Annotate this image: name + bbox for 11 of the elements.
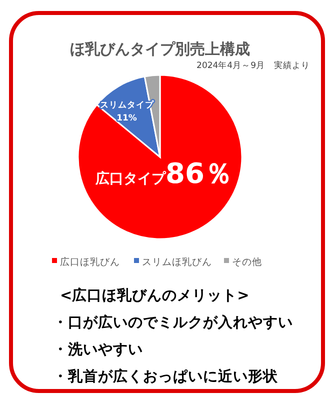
text: ・洗いやすい: [53, 341, 143, 358]
text: ・乳首が広くおっぱいに近い形状: [53, 367, 279, 385]
text: <広口ほ乳びんのメリット>: [60, 286, 250, 304]
text: ・口が広いのでミルクが入れやすい: [53, 313, 293, 331]
data-label: 広口タイプ86％: [94, 157, 232, 190]
chart-title: ほ乳びんタイプ別売上構成: [70, 40, 250, 58]
legend-label: スリムほ乳びん: [142, 256, 212, 268]
legend-label: その他: [232, 256, 262, 268]
legend-label: 広口ほ乳びん: [60, 256, 120, 268]
pie-slice: [77, 74, 243, 240]
chart-subtitle: 2024年4月～9月 実績より: [196, 60, 310, 71]
